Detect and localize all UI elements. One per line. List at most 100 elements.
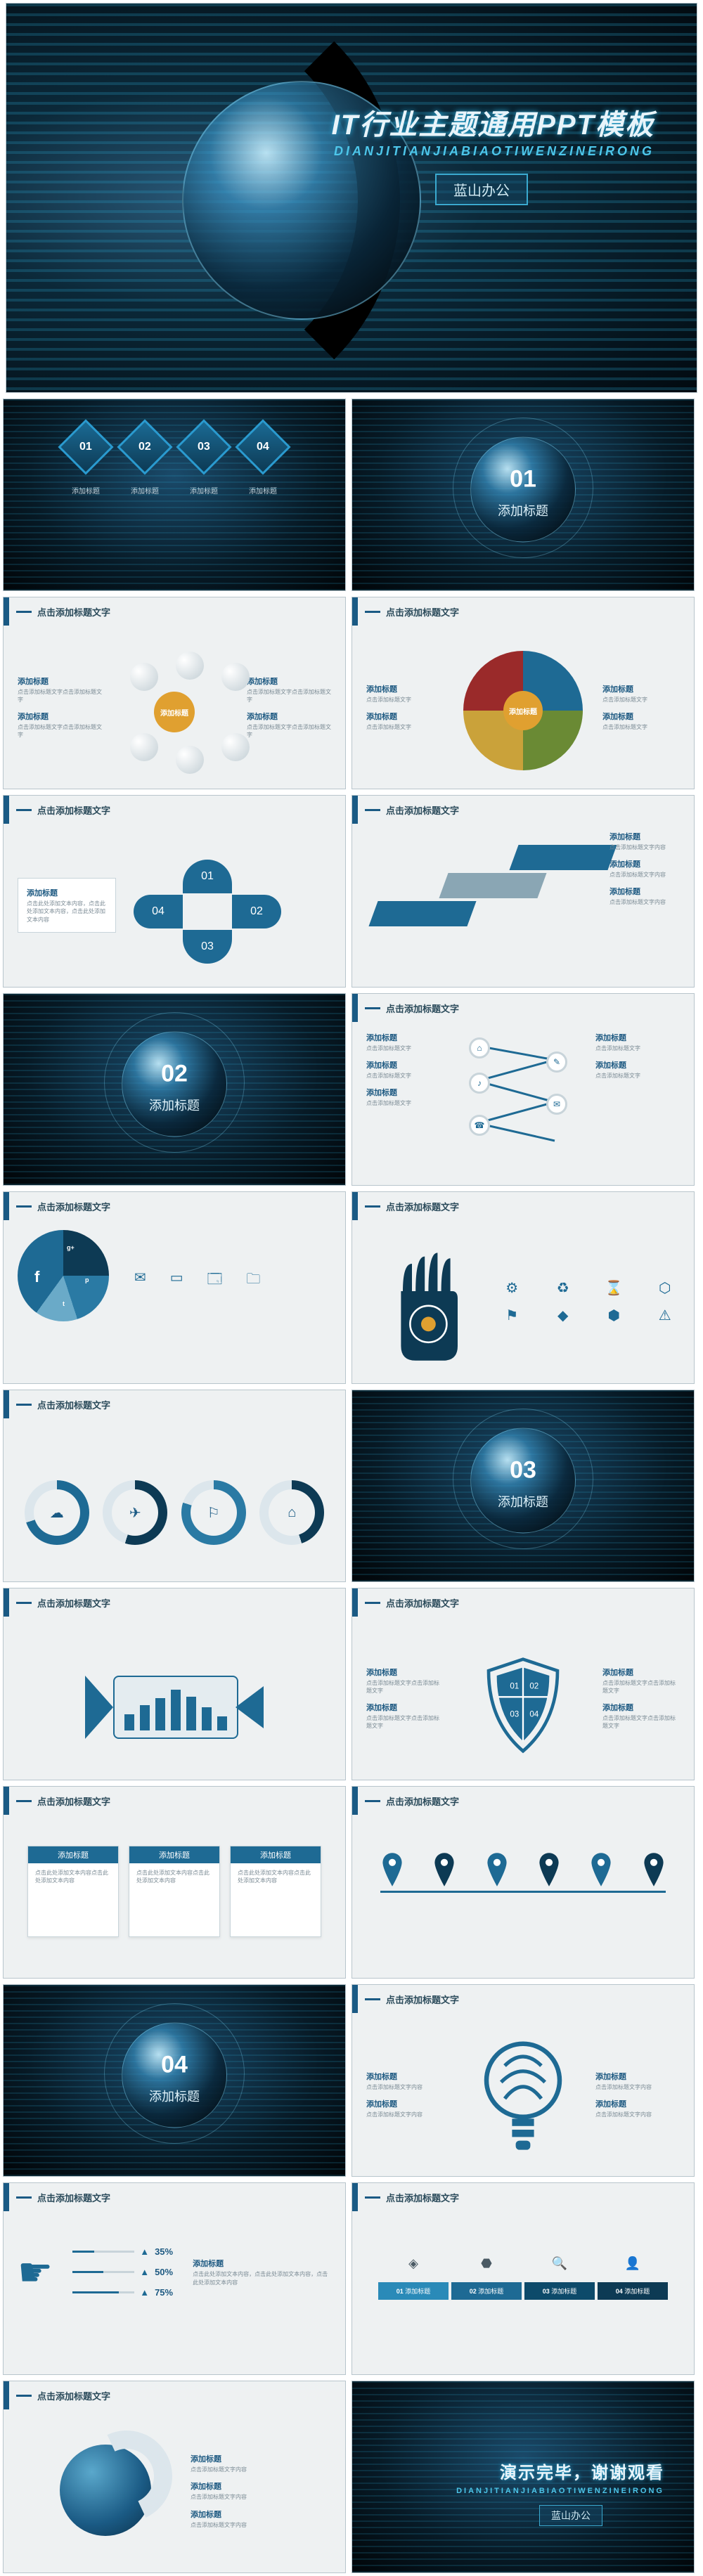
step: 01 添加标题 [378, 2282, 449, 2300]
block-body: 点击添加标题文字内容 [366, 2111, 451, 2118]
step: 03 添加标题 [524, 2282, 595, 2300]
user-icon: 👤 [598, 2256, 668, 2271]
plane-icon: ✈ [129, 1504, 141, 1522]
zz-node: ✉ [546, 1094, 567, 1115]
search-icon: 🔍 [524, 2256, 595, 2271]
block-title: 添加标题 [193, 2258, 331, 2269]
block-body: 点击添加标题文字 [366, 1099, 451, 1107]
slide-header: 点击添加标题文字 [352, 994, 694, 1022]
section-number: 03 [510, 1457, 536, 1484]
cover-slide: IT行业主题通用PPT模板 DIANJITIANJIABIAOTIWENZINE… [6, 3, 697, 393]
block-body: 点击添加标题文字内容 [610, 843, 687, 851]
block-title: 添加标题 [595, 1059, 680, 1070]
petal-diagram: 01 02 03 04 [155, 860, 309, 965]
section-02: 02 添加标题 [3, 993, 346, 1186]
slide-percent: 点击添加标题文字 ☛ ▲35% ▲50% ▲75% 添加标题 点击此处添加文本内… [3, 2182, 346, 2375]
pin-icon [380, 1853, 404, 1886]
slide-donuts: 点击添加标题文字 ☁ ✈ ⚐ ⌂ [3, 1390, 346, 1582]
block-body: 点击此处添加文本内容，点击此处添加文本内容，点击此处添加文本内容 [27, 900, 107, 924]
spoke-node [130, 733, 158, 761]
flag-icon: ⚐ [207, 1504, 220, 1522]
block-title: 添加标题 [602, 683, 680, 694]
card-row: 添加标题点击此处添加文本内容点击此处添加文本内容 添加标题点击此处添加文本内容点… [18, 1846, 331, 1937]
block-body: 点击添加标题文字内容 [191, 2466, 331, 2473]
petal-leaf: 04 [134, 895, 183, 928]
diamond-icon: ◆ [557, 1307, 568, 1324]
section-number: 04 [161, 2052, 188, 2079]
warning-icon: ⚠ [659, 1307, 671, 1324]
card-title: 添加标题 [231, 1846, 321, 1863]
slide-header: 点击添加标题文字 [352, 796, 694, 824]
pin-row [366, 1853, 680, 1886]
slide-header: 点击添加标题文字 [352, 1192, 694, 1220]
block-body: 点击添加标题文字内容 [366, 2083, 451, 2091]
fish-chart [85, 1676, 264, 1739]
bar [155, 1698, 165, 1730]
arrow-3d [368, 901, 476, 926]
section-01: 01 添加标题 [352, 399, 695, 591]
slide-header: 点击添加标题文字 [4, 1192, 345, 1220]
block-body: 点击添加标题文字 [595, 1044, 680, 1052]
card: 添加标题点击此处添加文本内容点击此处添加文本内容 [27, 1846, 119, 1937]
slide-header: 点击添加标题文字 [4, 796, 345, 824]
bar [171, 1690, 181, 1730]
hex-icon: ⬣ [451, 2256, 522, 2271]
cloud-icon: ☁ [50, 1504, 64, 1522]
block-title: 添加标题 [247, 711, 331, 722]
folder-icon: 🗀 [246, 1269, 260, 1293]
donut: ⚐ [181, 1480, 246, 1545]
agenda-item: 01 [58, 419, 113, 474]
slide-header: 点击添加标题文字 [4, 1787, 345, 1815]
block-body: 点击添加标题文字内容 [595, 2083, 680, 2091]
fish-head [85, 1676, 113, 1739]
section-03: 03 添加标题 [352, 1390, 695, 1582]
quad-center: 添加标题 [503, 691, 543, 730]
card-body: 点击此处添加文本内容点击此处添加文本内容 [35, 1869, 111, 1884]
hourglass-icon: ⌛ [605, 1279, 623, 1297]
block-title: 添加标题 [247, 675, 331, 687]
bar [202, 1707, 212, 1730]
slide-header: 点击添加标题文字 [352, 597, 694, 626]
block-title: 添加标题 [366, 683, 444, 694]
pointing-hand-icon: ☛ [18, 2249, 53, 2296]
block-title: 添加标题 [191, 2480, 331, 2492]
zz-node: ⌂ [469, 1037, 490, 1059]
block-title: 添加标题 [610, 831, 687, 842]
block-body: 点击添加标题文字点击添加标题文字 [366, 1679, 444, 1695]
social-pie: g+ p t f [18, 1230, 109, 1321]
block-title: 添加标题 [27, 887, 107, 898]
block-title: 添加标题 [366, 2098, 451, 2109]
svg-text:02: 02 [529, 1682, 538, 1691]
flag-icon: ⚑ [505, 1307, 518, 1324]
end-title: 演示完毕，谢谢观看 [500, 2459, 664, 2483]
arrows-3d: 添加标题 点击添加标题文字内容 添加标题 点击添加标题文字内容 添加标题 点击添… [352, 824, 694, 950]
block-title: 添加标题 [610, 858, 687, 869]
spoke-node [130, 663, 158, 691]
window-icon: 🗔 [207, 1269, 223, 1293]
hex2-icon: ⬢ [608, 1307, 620, 1324]
percent-row: ▲75% [72, 2287, 173, 2298]
block-body: 点击添加标题文字 [602, 723, 680, 731]
agenda-diamonds: 01 02 03 04 [4, 427, 345, 467]
bulb-graphic [477, 2038, 569, 2158]
slide-3darrows: 点击添加标题文字 添加标题 点击添加标题文字内容 添加标题 点击添加标题文字内容… [352, 795, 695, 988]
section-04: 04 添加标题 [3, 1984, 346, 2177]
agenda-item: 03 [176, 419, 231, 474]
block-title: 添加标题 [602, 711, 680, 722]
slide-header: 点击添加标题文字 [352, 1985, 694, 2013]
pin-icon [642, 1853, 666, 1886]
spoke-node [176, 746, 204, 774]
end-subtitle: DIANJITIANJIABIAOTIWENZINEIRONG [456, 2487, 664, 2495]
mail-icon: ✉ [134, 1269, 146, 1293]
block-title: 添加标题 [366, 1666, 444, 1678]
donut: ⌂ [259, 1480, 324, 1545]
agenda-item: 02 [117, 419, 172, 474]
slide-header: 点击添加标题文字 [352, 1787, 694, 1815]
pin-icon [589, 1853, 613, 1886]
zigzag-diagram: ⌂ ✎ ♪ ✉ ☎ [463, 1032, 583, 1151]
block-title: 添加标题 [191, 2453, 331, 2464]
section-label: 添加标题 [149, 1096, 200, 1114]
slide-shield: 点击添加标题文字 添加标题 点击添加标题文字点击添加标题文字 添加标题 点击添加… [352, 1588, 695, 1780]
zz-node: ☎ [469, 1115, 490, 1136]
cover-subtitle: DIANJITIANJIABIAOTIWENZINEIRONG [334, 144, 654, 159]
